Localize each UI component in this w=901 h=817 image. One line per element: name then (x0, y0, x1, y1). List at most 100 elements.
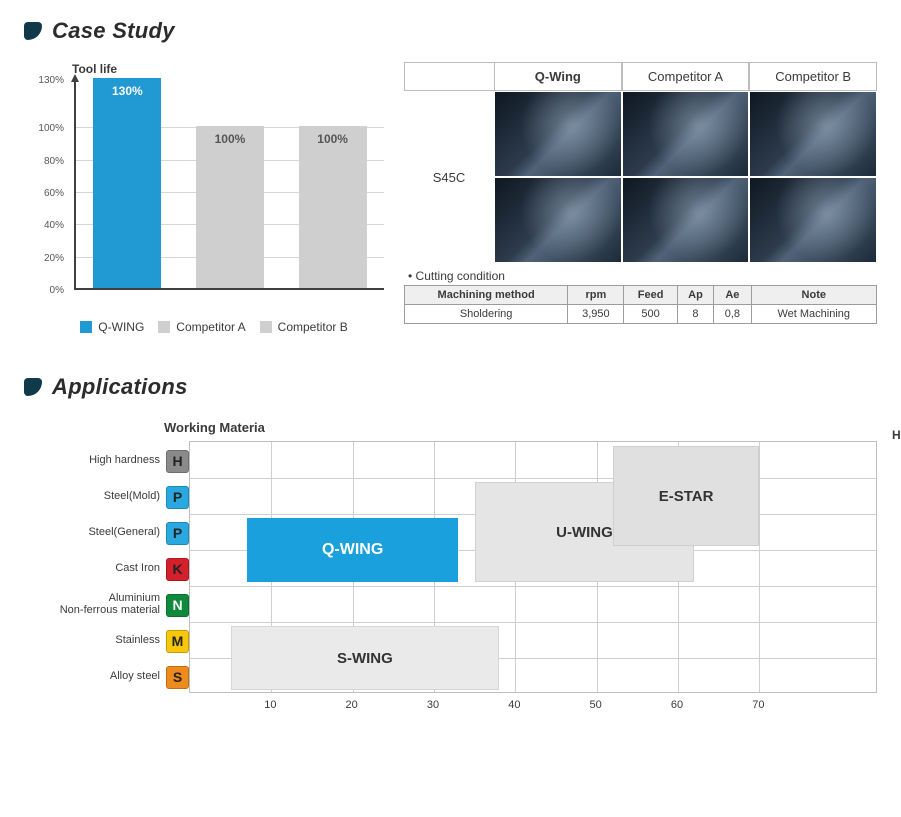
section-header-applications: Applications (24, 374, 877, 400)
bar-value-label: 130% (93, 84, 161, 98)
applications-area: High hardnessH Steel(Mold) P Steel(General)… (24, 441, 877, 695)
comparison-header-cell: Competitor B (749, 62, 877, 91)
photo-row (494, 177, 877, 263)
application-band: S-WING (231, 626, 499, 690)
condition-cell: Wet Machining (751, 305, 876, 324)
application-band: Q-WING (247, 518, 458, 582)
legend-item: Competitor A (158, 320, 245, 334)
xtick-label: 30 (427, 699, 439, 711)
material-label: High hardness (89, 455, 160, 467)
legend-label: Q-WING (98, 320, 144, 334)
material-badge: S (166, 666, 189, 689)
condition-th: Feed (624, 286, 677, 305)
grid-line-h (190, 586, 876, 587)
ytick-label: 0% (50, 285, 64, 296)
chart-bars: 130% 100% 100% (76, 80, 384, 288)
grid-line-v (759, 442, 760, 692)
material-row: Steel(General)P (24, 515, 189, 551)
chart-baseline (74, 288, 384, 290)
ytick-label: 100% (38, 123, 64, 134)
material-row: StainlessM (24, 623, 189, 659)
material-label: Steel(Mold) (104, 491, 160, 503)
tool-photo (495, 178, 621, 262)
material-badge: P (166, 486, 189, 509)
legend-swatch (158, 321, 170, 333)
xtick-label: 70 (752, 699, 764, 711)
legend-item: Q-WING (80, 320, 144, 334)
tool-photo (750, 92, 876, 176)
bullet-icon (24, 22, 42, 40)
applications-materials-list: High hardnessH Steel(Mold) P Steel(General)… (24, 441, 189, 695)
comparison-header-cell: Competitor A (622, 62, 750, 91)
condition-th: Ap (677, 286, 713, 305)
condition-cell: 8 (677, 305, 713, 324)
condition-th: Ae (714, 286, 751, 305)
material-label: Alloy steel (110, 671, 160, 683)
grid-line-h (190, 622, 876, 623)
condition-cell: 0,8 (714, 305, 751, 324)
bullet-icon (24, 378, 42, 396)
applications-subtitle: Working Materia (164, 420, 877, 435)
chart-legend: Q-WING Competitor A Competitor B (44, 320, 384, 334)
condition-table-header: Machining methodrpmFeedApAeNote (405, 286, 877, 305)
condition-cell: 3,950 (568, 305, 624, 324)
section-title: Case Study (52, 18, 175, 44)
legend-item: Competitor B (260, 320, 348, 334)
condition-th: rpm (568, 286, 624, 305)
xtick-label: 60 (671, 699, 683, 711)
tool-photo (623, 178, 749, 262)
xtick-label: 40 (508, 699, 520, 711)
condition-table: Machining methodrpmFeedApAeNote Sholderi… (404, 285, 877, 324)
comparison-header-cell (404, 62, 494, 91)
comparison-body: S45C (404, 91, 877, 263)
comparison-block: Q-WingCompetitor ACompetitor B S45C • Cu… (404, 62, 877, 334)
application-band: E-STAR (613, 446, 759, 546)
condition-th: Machining method (405, 286, 568, 305)
material-row: Cast Iron K (24, 551, 189, 587)
condition-cell: 500 (624, 305, 677, 324)
comparison-photos (494, 91, 877, 263)
condition-caption: • Cutting condition (404, 269, 877, 283)
legend-swatch (80, 321, 92, 333)
chart-yaxis: 0%20%40%60%80%100%130% (30, 80, 68, 290)
xtick-label: 50 (590, 699, 602, 711)
comparison-header: Q-WingCompetitor ACompetitor B (404, 62, 877, 91)
case-study-content: Tool life 0%20%40%60%80%100%130% 130%100… (24, 62, 877, 334)
bar: 100% (196, 126, 264, 288)
section-header-case-study: Case Study (24, 18, 877, 44)
ytick-label: 40% (44, 220, 64, 231)
ytick-label: 130% (38, 75, 64, 86)
ytick-label: 20% (44, 253, 64, 264)
applications-x-axis-label: Hardness (HRc) (892, 428, 901, 442)
section-title: Applications (52, 374, 188, 400)
material-badge: K (166, 558, 189, 581)
applications-grid: Hardness (HRc) Q-WINGU-WINGE-STARS-WING (189, 441, 877, 693)
bar-value-label: 100% (299, 132, 367, 146)
xtick-label: 10 (264, 699, 276, 711)
photo-row (494, 91, 877, 177)
material-badge: N (166, 594, 189, 617)
material-row: AluminiumNon-ferrous material N (24, 587, 189, 623)
legend-label: Competitor A (176, 320, 245, 334)
condition-row: Sholdering3,95050080,8Wet Machining (405, 305, 877, 324)
legend-label: Competitor B (278, 320, 348, 334)
bar-wrap: 100% (196, 80, 264, 288)
comparison-header-cell: Q-Wing (494, 62, 622, 91)
tool-photo (495, 92, 621, 176)
material-label: AluminiumNon-ferrous material (60, 593, 160, 616)
applications-x-axis: 10203040506070 (189, 695, 799, 717)
material-row: High hardnessH (24, 443, 189, 479)
material-label: Steel(General) (88, 527, 160, 539)
material-row: Alloy steel S (24, 659, 189, 695)
ytick-label: 80% (44, 156, 64, 167)
bar-value-label: 100% (196, 132, 264, 146)
tool-photo (623, 92, 749, 176)
material-label: Cast Iron (115, 563, 160, 575)
comparison-row-label: S45C (404, 91, 494, 263)
bar-wrap: 100% (299, 80, 367, 288)
grid-line-h (190, 478, 876, 479)
bar: 100% (299, 126, 367, 288)
ytick-label: 60% (44, 188, 64, 199)
condition-cell: Sholdering (405, 305, 568, 324)
material-row: Steel(Mold) P (24, 479, 189, 515)
